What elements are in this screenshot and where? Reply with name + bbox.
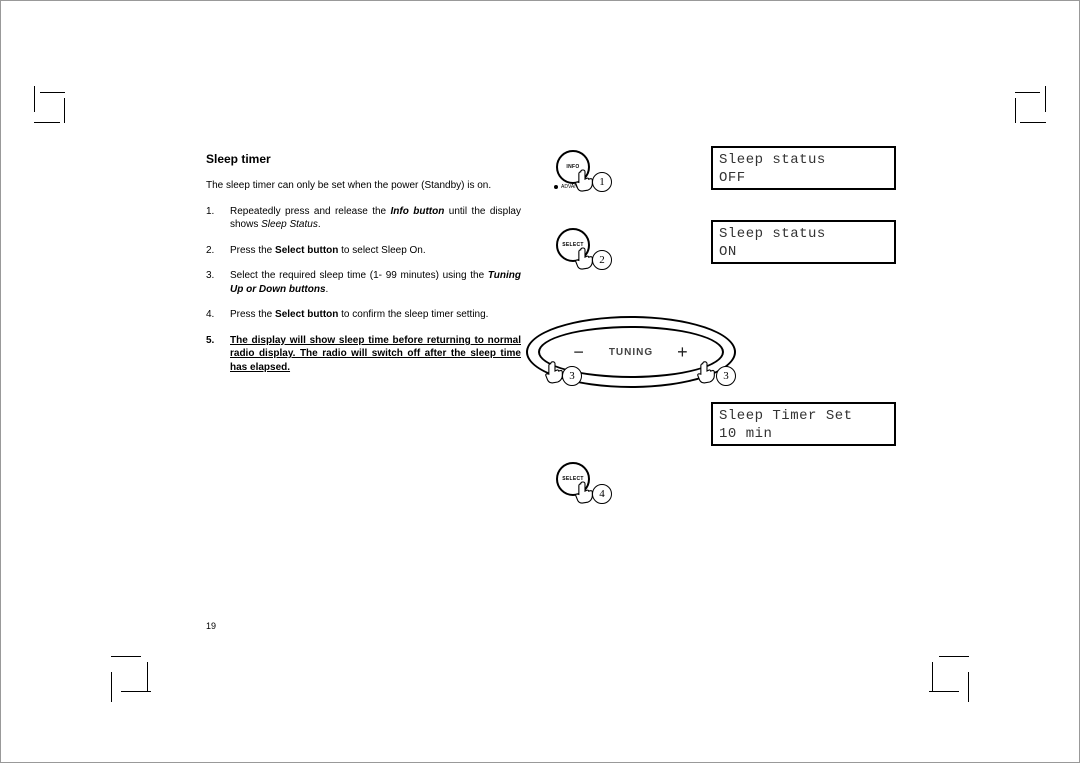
- select-button-figure: SELECT 4: [556, 462, 590, 496]
- info-button-figure: INFO ADVANCED 1: [556, 150, 590, 184]
- plus-icon: +: [677, 342, 689, 363]
- text-column: Sleep timer The sleep timer can only be …: [206, 151, 521, 386]
- section-heading: Sleep timer: [206, 151, 521, 167]
- lcd-line: Sleep status: [719, 152, 888, 170]
- step-badge: 3: [562, 366, 582, 386]
- step-body: The display will show sleep time before …: [230, 334, 521, 375]
- step-list: 1. Repeatedly press and release the Info…: [206, 205, 521, 375]
- tuning-dial-figure: − TUNING + 3 3: [526, 316, 736, 388]
- page-number: 19: [206, 621, 216, 631]
- lcd-line: OFF: [719, 170, 888, 188]
- crop-mark: [111, 656, 157, 702]
- lcd-display: Sleep status OFF: [711, 146, 896, 190]
- crop-mark: [34, 86, 70, 122]
- lcd-line: Sleep status: [719, 226, 888, 244]
- manual-page: Sleep timer The sleep timer can only be …: [0, 0, 1080, 763]
- step-body: Press the Select button to select Sleep …: [230, 244, 521, 258]
- lcd-line: ON: [719, 244, 888, 262]
- crop-mark: [923, 656, 969, 702]
- step-body: Repeatedly press and release the Info bu…: [230, 205, 521, 232]
- intro-paragraph: The sleep timer can only be set when the…: [206, 179, 521, 193]
- step-body: Press the Select button to confirm the s…: [230, 308, 521, 322]
- pointing-hand-icon: [696, 360, 718, 386]
- figure-panel: Sleep status OFF Sleep status ON Sleep T…: [536, 146, 896, 586]
- step-body: Select the required sleep time (1- 99 mi…: [230, 269, 521, 296]
- lcd-display: Sleep status ON: [711, 220, 896, 264]
- select-button-figure: SELECT 2: [556, 228, 590, 262]
- minus-icon: −: [573, 342, 585, 363]
- lcd-line: Sleep Timer Set: [719, 408, 888, 426]
- tuning-label: TUNING: [609, 347, 653, 358]
- step-badge: 3: [716, 366, 736, 386]
- step-badge: 1: [592, 172, 612, 192]
- step-badge: 2: [592, 250, 612, 270]
- step-4: 4. Press the Select button to confirm th…: [206, 308, 521, 322]
- crop-mark: [1010, 86, 1046, 122]
- lcd-line: 10 min: [719, 426, 888, 444]
- step-5: 5. The display will show sleep time befo…: [206, 334, 521, 375]
- lcd-display: Sleep Timer Set 10 min: [711, 402, 896, 446]
- step-3: 3. Select the required sleep time (1- 99…: [206, 269, 521, 296]
- step-1: 1. Repeatedly press and release the Info…: [206, 205, 521, 232]
- step-badge: 4: [592, 484, 612, 504]
- step-2: 2. Press the Select button to select Sle…: [206, 244, 521, 258]
